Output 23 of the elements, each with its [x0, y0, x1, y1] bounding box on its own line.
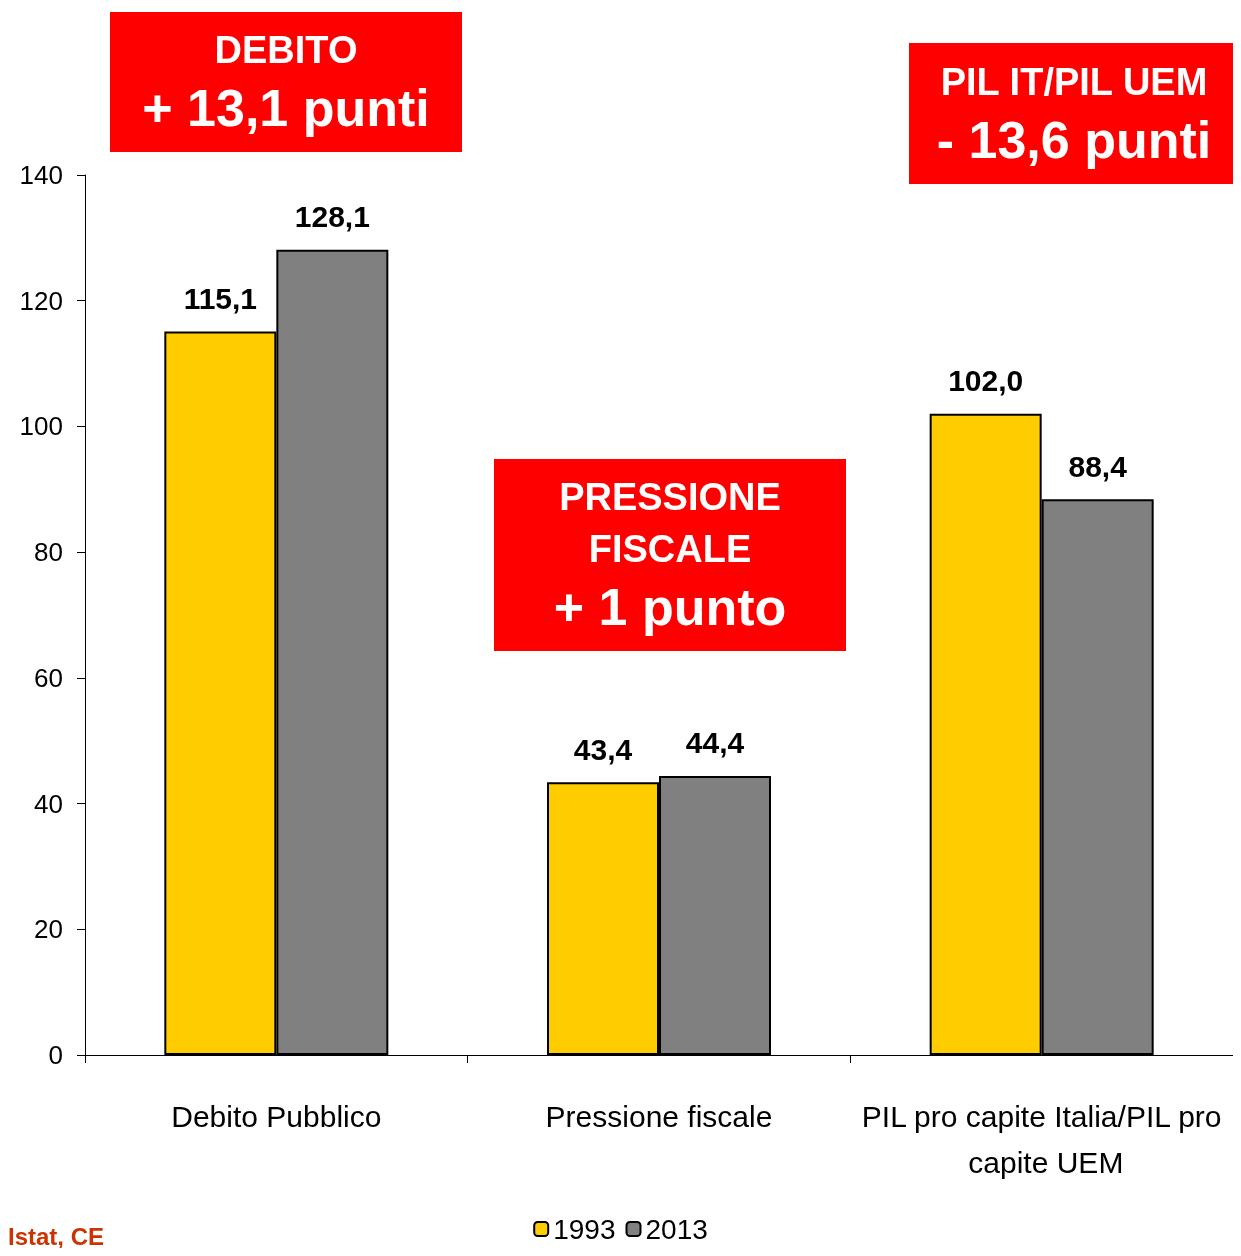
y-tick-label: 60 — [34, 662, 63, 693]
x-tick-label: Debito Pubblico — [171, 1099, 382, 1133]
annotation: PRESSIONE FISCALE + 1 punto — [553, 476, 787, 636]
text: Istat, CE — [8, 1222, 105, 1250]
legend-label: 1993 — [553, 1213, 616, 1245]
y-tick-label: 80 — [34, 537, 63, 568]
data-label: 43,4 — [573, 732, 633, 766]
x-tick-label: PIL pro capite Italia/PIL pro capite UEM — [861, 1099, 1222, 1179]
data-label: 44,4 — [685, 726, 745, 760]
legend-label: 2013 — [645, 1213, 708, 1245]
data-label: 102,0 — [948, 364, 1024, 398]
data-label: 115,1 — [183, 282, 258, 316]
text: DEBITO + 13,1 punti — [142, 29, 430, 137]
y-tick-label: 100 — [19, 411, 63, 442]
text: PIL IT/PIL UEM - 13,6 punti — [936, 60, 1212, 169]
data-label: 128,1 — [294, 200, 370, 234]
y-tick-label: 120 — [19, 285, 63, 316]
y-tick-label: 40 — [34, 788, 63, 819]
y-tick-label: 140 — [19, 160, 63, 190]
y-tick-label: 20 — [34, 914, 63, 945]
y-tick-label: 0 — [48, 1040, 63, 1070]
x-tick-label: Pressione fiscale — [545, 1099, 773, 1133]
data-label: 88,4 — [1068, 449, 1128, 483]
